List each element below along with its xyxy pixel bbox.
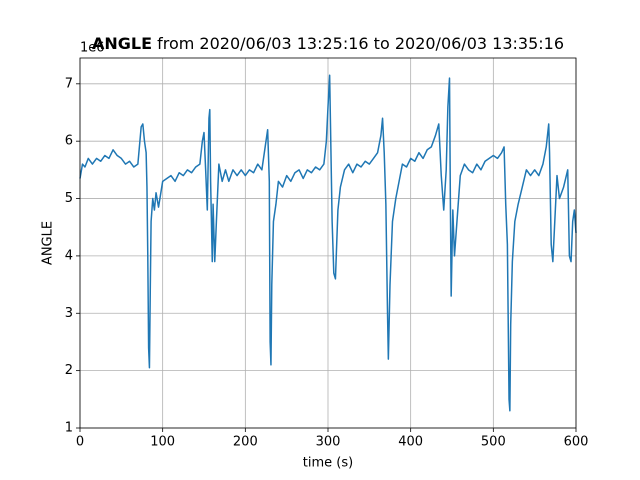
data-line — [79, 74, 577, 412]
x-tick-label: 300 — [316, 435, 341, 450]
y-tick-label: 1 — [65, 421, 73, 436]
x-axis-label: time (s) — [303, 456, 353, 471]
x-tick-label: 0 — [76, 435, 84, 450]
plot-frame — [79, 57, 577, 429]
y-tick-label: 2 — [65, 363, 73, 378]
y-tick-label: 5 — [65, 191, 73, 206]
offset-label: 1e6 — [80, 41, 105, 56]
y-tick-label: 7 — [65, 76, 73, 91]
chart-title: ANGLE from 2020/06/03 13:25:16 to 2020/0… — [92, 34, 564, 53]
y-tick-label: 6 — [65, 134, 73, 149]
y-tick-label: 3 — [65, 306, 73, 321]
x-tick-label: 400 — [398, 435, 423, 450]
x-tick-label: 200 — [233, 435, 258, 450]
y-tick-label: 4 — [65, 248, 73, 263]
y-axis-label: ANGLE — [41, 221, 56, 265]
x-tick-label: 500 — [481, 435, 506, 450]
title-bold: ANGLE — [92, 34, 152, 53]
x-tick-label: 100 — [150, 435, 175, 450]
title-text: from 2020/06/03 13:25:16 to 2020/06/03 1… — [157, 34, 564, 53]
x-tick-label: 600 — [564, 435, 589, 450]
